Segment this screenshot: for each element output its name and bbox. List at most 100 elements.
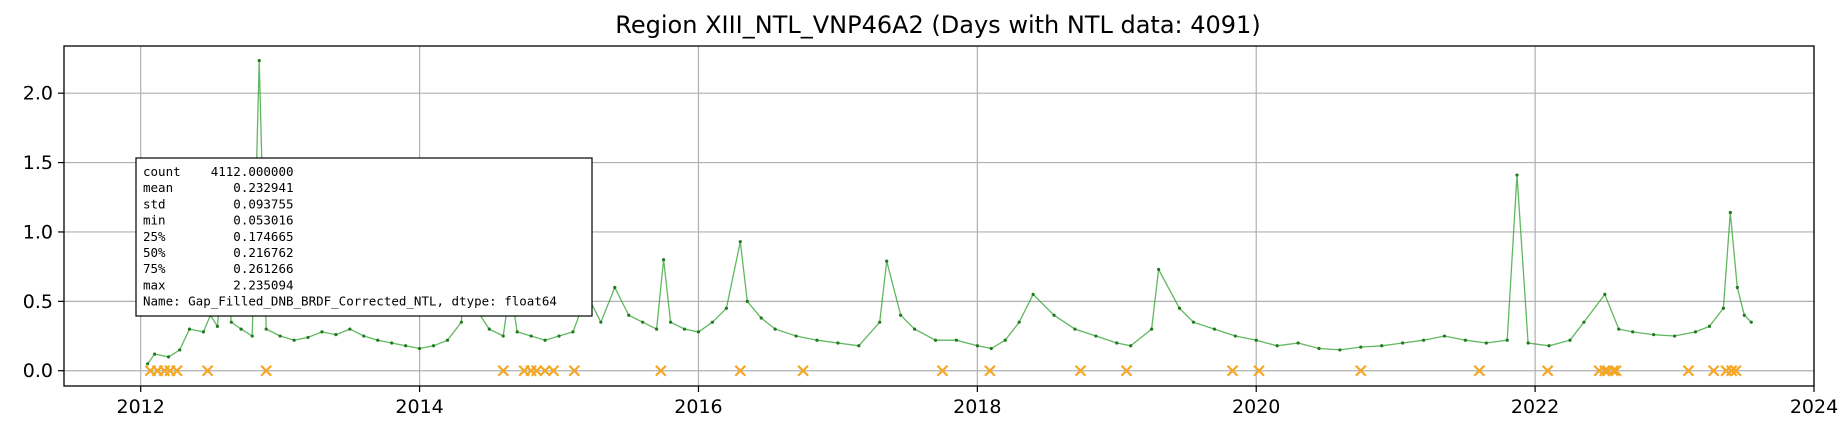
- y-tick-label: 1.0: [23, 221, 53, 243]
- ntl-data-point: [1749, 320, 1753, 324]
- ntl-data-point: [613, 285, 617, 290]
- x-tick-label: 2014: [395, 396, 443, 418]
- ntl-data-point: [1191, 320, 1196, 324]
- ntl-data-point: [1359, 345, 1363, 349]
- gap-marker: [1707, 364, 1720, 377]
- ntl-data-point: [641, 320, 645, 324]
- gap-marker: [171, 364, 183, 377]
- ntl-data-point: [201, 330, 206, 334]
- ntl-data-point: [1693, 330, 1698, 334]
- x-tick-label: 2018: [953, 396, 1001, 418]
- stats-line: 75% 0.261266: [143, 261, 294, 276]
- ntl-data-point: [662, 258, 666, 262]
- ntl-data-point: [239, 327, 243, 331]
- ntl-data-point: [655, 327, 659, 331]
- ntl-data-point: [529, 334, 533, 338]
- ntl-data-point: [362, 334, 366, 338]
- ntl-data-point: [696, 330, 701, 334]
- ntl-data-point: [229, 320, 233, 324]
- ntl-data-point: [1728, 210, 1732, 215]
- gap-marker: [655, 364, 667, 377]
- ntl-data-point: [1254, 338, 1258, 342]
- ntl-data-point: [1129, 344, 1133, 348]
- ntl-series: [146, 58, 1753, 366]
- ntl-data-point: [146, 362, 150, 366]
- gap-marker: [1725, 364, 1738, 377]
- gap-marker: [1120, 364, 1133, 377]
- ntl-data-point: [1721, 306, 1725, 310]
- ntl-series-line: [147, 60, 1752, 365]
- stats-line: max 2.235094: [143, 277, 294, 292]
- x-tick-label: 2012: [117, 396, 165, 418]
- stats-line: min 0.053016: [143, 213, 294, 228]
- ntl-data-point: [306, 335, 310, 340]
- stats-line: 25% 0.174665: [143, 229, 294, 244]
- ntl-data-point: [759, 316, 763, 320]
- stats-line: 50% 0.216762: [143, 245, 294, 260]
- axis-ticks: 2012 2014 2016 2018 2020 2022 2024 0.0 0.5 1.0 1.5…: [23, 83, 1838, 418]
- ntl-data-point: [836, 341, 840, 345]
- gap-marker: [1599, 364, 1611, 377]
- ntl-data-point: [543, 338, 547, 342]
- gap-marker: [1541, 364, 1554, 377]
- ntl-data-point: [1672, 334, 1677, 338]
- ntl-data-point: [668, 320, 673, 324]
- ntl-data-point: [857, 344, 861, 348]
- ntl-data-point: [710, 320, 715, 324]
- ntl-data-point: [215, 324, 219, 328]
- ntl-data-point: [278, 334, 282, 338]
- ntl-data-point: [1603, 292, 1607, 297]
- ntl-data-point: [599, 320, 603, 324]
- ntl-data-point: [1177, 306, 1182, 310]
- ntl-data-point: [1094, 334, 1098, 338]
- ntl-data-point: [745, 299, 749, 303]
- x-tick-label: 2020: [1232, 396, 1280, 418]
- gap-marker: [1253, 364, 1265, 377]
- ntl-data-point: [1317, 346, 1321, 351]
- gap-marker: [984, 364, 996, 377]
- ntl-data-point: [1115, 341, 1119, 345]
- ntl-data-point: [1484, 341, 1488, 345]
- stats-line: Name: Gap_Filled_DNB_BRDF_Corrected_NTL,…: [143, 294, 557, 309]
- gap-markers: [144, 364, 1742, 377]
- gap-marker: [1355, 364, 1367, 377]
- ntl-data-point: [390, 341, 394, 345]
- ntl-data-point: [1631, 330, 1635, 334]
- y-tick-label: 2.0: [23, 83, 53, 105]
- x-tick-label: 2022: [1511, 396, 1559, 418]
- ntl-data-point: [1568, 338, 1572, 342]
- gap-marker: [1473, 364, 1486, 377]
- gap-marker: [1610, 364, 1622, 377]
- ntl-data-point: [975, 344, 979, 348]
- ntl-data-point: [1652, 333, 1656, 337]
- ntl-data-point: [899, 313, 903, 317]
- ntl-data-point: [954, 338, 959, 342]
- ntl-data-point: [724, 306, 728, 310]
- y-tick-label: 0.0: [23, 360, 53, 382]
- ntl-data-point: [1617, 327, 1621, 331]
- ntl-data-point: [1463, 338, 1467, 342]
- ntl-data-point: [431, 344, 436, 348]
- ntl-data-point: [257, 58, 261, 63]
- ntl-data-point: [878, 320, 882, 324]
- ntl-data-point: [334, 333, 338, 337]
- gap-marker: [1607, 364, 1619, 377]
- ntl-data-point: [1003, 338, 1007, 342]
- ntl-data-point: [1380, 344, 1384, 348]
- ntl-data-point: [1505, 338, 1509, 342]
- ntl-data-point: [933, 338, 938, 342]
- gap-marker: [797, 364, 809, 377]
- gap-marker: [530, 364, 543, 377]
- ntl-data-point: [292, 338, 296, 342]
- ntl-data-point: [1742, 313, 1746, 317]
- gap-marker: [547, 364, 560, 377]
- ntl-data-point: [1233, 334, 1237, 338]
- ntl-data-point: [1515, 173, 1519, 177]
- ntl-data-point: [1212, 327, 1216, 331]
- stats-line: mean 0.232941: [143, 180, 294, 195]
- ntl-data-point: [794, 334, 798, 338]
- ntl-data-point: [1275, 344, 1279, 348]
- ntl-data-point: [445, 338, 450, 342]
- stats-line: std 0.093755: [143, 196, 294, 211]
- ntl-data-point: [1052, 313, 1056, 317]
